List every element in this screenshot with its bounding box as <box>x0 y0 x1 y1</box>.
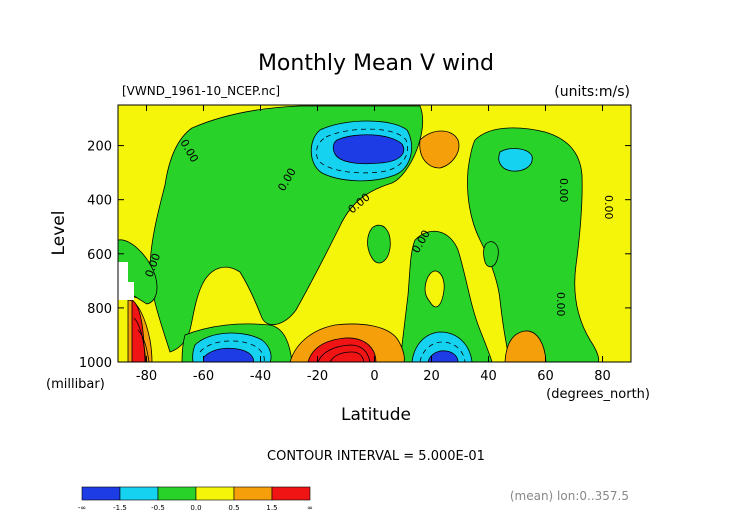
contour-label: 0.00 <box>557 178 570 203</box>
units-label: (units:m/s) <box>554 84 630 100</box>
footer-note: (mean) lon:0..357.5 <box>510 489 629 503</box>
region-blue-lower-20n <box>427 350 459 362</box>
x-tick-label: 40 <box>480 369 497 384</box>
contour-dashed-lower-20n <box>419 341 466 362</box>
contour-solid-lower-center-2 <box>329 351 365 362</box>
x-tick-label: 0 <box>370 369 378 384</box>
region-green-right <box>467 127 600 362</box>
x-axis-title: Latitude <box>341 405 411 425</box>
contour-solid-far-left <box>133 317 150 362</box>
chart-title: Monthly Mean V wind <box>258 51 494 76</box>
y-tick-label: 800 <box>87 302 112 317</box>
colorbar-tick-label: 1.5 <box>266 504 277 512</box>
region-cyan-right <box>498 148 533 172</box>
source-file-label: [VWND_1961-10_NCEP.nc] <box>122 84 280 98</box>
x-axis: -80 -60 -40 -20 0 20 40 60 80 <box>136 105 611 384</box>
region-cyan-lower-20n <box>411 331 473 362</box>
y-tick-label: 200 <box>87 140 112 155</box>
contour-dashed-upper <box>316 128 408 174</box>
x-tick-label: 20 <box>423 369 440 384</box>
colorbar: -∞ -1.5 -0.5 0.0 0.5 1.5 ∞ <box>78 486 313 512</box>
region-green-column <box>399 230 493 362</box>
colorbar-tick-label: -∞ <box>78 504 86 512</box>
colorbar-swatch <box>271 486 311 501</box>
colorbar-swatch <box>119 486 159 501</box>
contour-dashed-lower-left <box>199 340 265 362</box>
region-green-40n <box>483 241 499 268</box>
colorbar-swatch <box>81 486 121 501</box>
y-axis: 200 400 600 800 1000 <box>79 140 631 371</box>
contour-solid-lower-center-1 <box>317 344 371 362</box>
x-tick-label: 80 <box>594 369 611 384</box>
colorbar-swatch <box>195 486 235 501</box>
y-tick-label: 400 <box>87 194 112 209</box>
colorbar-swatch <box>233 486 273 501</box>
region-yellow-hole <box>424 270 445 308</box>
x-tick-label: -20 <box>307 369 328 384</box>
contour-label: 0.00 <box>554 292 567 317</box>
x-tick-label: 60 <box>537 369 554 384</box>
colorbar-tick-label: 0.5 <box>228 504 239 512</box>
x-axis-unit: (degrees_north) <box>546 387 650 402</box>
x-tick-label: -80 <box>136 369 157 384</box>
contour-label: 0.00 <box>602 195 615 220</box>
colorbar-tick-label: -0.5 <box>151 504 165 512</box>
colorbar-tick-label: ∞ <box>307 504 313 512</box>
region-blue-upper <box>332 134 405 165</box>
colorbar-tick-label: 0.0 <box>190 504 201 512</box>
x-tick-label: -40 <box>250 369 271 384</box>
region-orange-upper <box>419 130 460 169</box>
region-red-lower-center <box>307 337 377 362</box>
contour-interval-text: CONTOUR INTERVAL = 5.000E-01 <box>267 449 485 464</box>
region-green-mid <box>367 224 391 264</box>
plot-area: 0.00 0.00 0.00 0.00 0.00 0.00 0.00 0.00 <box>118 105 631 362</box>
y-axis-title: Level <box>49 211 69 256</box>
colorbar-swatch <box>157 486 197 501</box>
y-tick-label: 1000 <box>79 356 112 371</box>
x-tick-label: -60 <box>193 369 214 384</box>
region-missing-data <box>118 262 134 300</box>
y-axis-unit: (millibar) <box>46 377 105 392</box>
y-tick-label: 600 <box>87 248 112 263</box>
region-orange-lower-right <box>504 330 547 362</box>
colorbar-tick-label: -1.5 <box>113 504 127 512</box>
